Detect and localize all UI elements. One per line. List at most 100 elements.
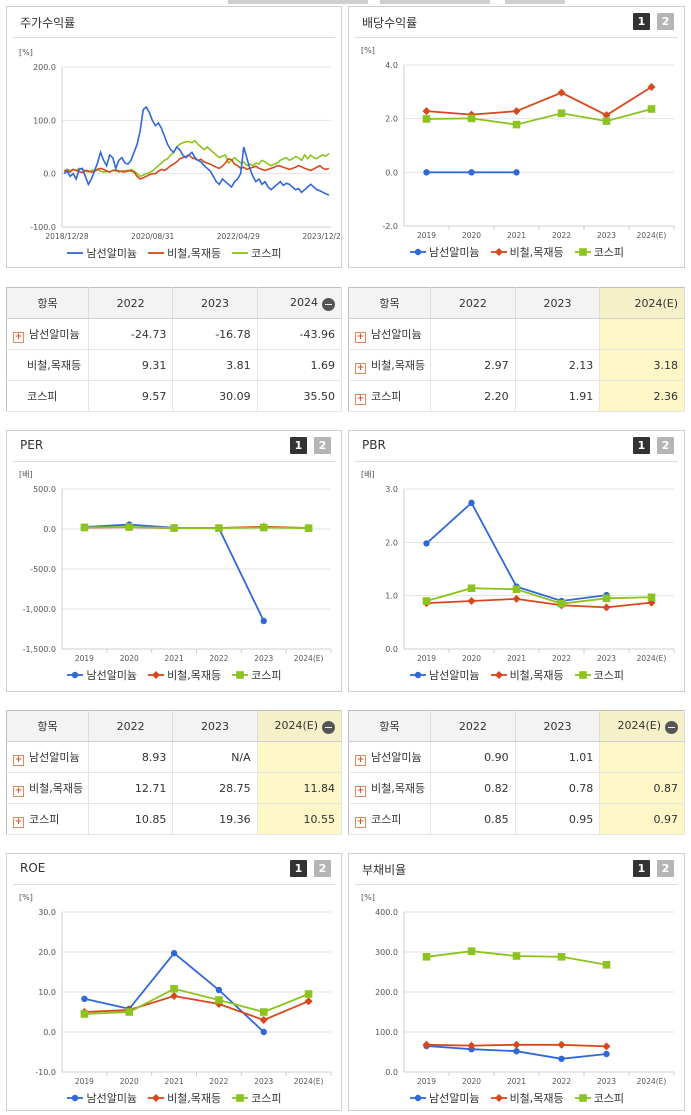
title-divider [355,461,678,462]
view-2-button[interactable]: 2 [657,860,674,877]
expand-icon[interactable]: + [355,362,366,374]
x-tick-label: 2018/12/28 [45,232,88,241]
data-point [414,671,422,679]
data-point [423,540,430,547]
view-1-button[interactable]: 1 [290,860,307,877]
expand-icon[interactable]: + [13,785,24,797]
x-tick-label: 2020 [462,231,481,240]
column-header-label: 2024(E) [617,718,661,732]
legend-item[interactable]: 남선알미늄 [409,667,480,683]
row-label: 코스피 [27,390,58,403]
y-tick-label: 0.0 [385,1068,398,1077]
legend-item[interactable]: 남선알미늄 [409,244,480,260]
legend-item[interactable]: 코스피 [231,245,282,261]
row-label: 남선알미늄 [29,327,80,341]
column-header-label: 2022 [116,296,145,310]
x-tick-label: 2020 [462,654,481,663]
column-header-label: 2023 [200,719,229,733]
legend-item[interactable]: 비철,목재등 [147,245,221,261]
expand-icon[interactable]: + [355,331,366,343]
row-label-cell[interactable]: + 남선알미늄 [348,318,431,350]
y-tick-label: 500.0 [33,485,56,494]
data-point [304,997,313,1006]
y-tick-label: 0.0 [43,1028,56,1037]
legend-item[interactable]: 비철,목재등 [490,1090,564,1106]
table-header-row: 항목 2022 2023 2024(E) − [348,710,685,742]
expand-icon[interactable]: + [355,816,366,828]
unit-label: [배] [19,470,33,479]
view-2-button[interactable]: 2 [314,860,331,877]
expand-icon[interactable]: + [13,754,24,766]
table-row: + 남선알미늄 -24.73 -16.78 -43.96 [6,318,343,350]
legend-marker [574,248,591,256]
view-1-button[interactable]: 1 [633,13,650,30]
data-point [72,1094,79,1102]
row-label-cell[interactable]: + 비철,목재등 [348,349,431,381]
collapse-icon[interactable]: − [322,297,335,311]
data-point [512,120,521,129]
legend-item[interactable]: 남선알미늄 [66,1090,137,1106]
view-2-button[interactable]: 2 [657,13,674,30]
data-point [578,671,587,679]
legend-item[interactable]: 비철,목재등 [490,244,564,260]
row-label: 비철,목재등 [371,358,426,372]
x-tick-label: 2024(E) [294,1077,324,1086]
legend-item[interactable]: 코스피 [574,1090,624,1106]
row-label-cell[interactable]: + 남선알미늄 [6,318,89,350]
view-2-button[interactable]: 2 [314,437,331,454]
legend-item[interactable]: 코스피 [574,667,624,683]
data-point [512,107,521,116]
y-tick-label: 20.0 [38,948,56,957]
row-label-cell[interactable]: + 코스피 [348,380,431,412]
row-label-cell: 코스피 [6,380,89,412]
data-point [602,117,611,125]
legend-item[interactable]: 비철,목재등 [147,667,221,683]
data-point [557,88,566,97]
column-header-label: 항목 [37,297,58,310]
row-label-cell[interactable]: + 코스피 [348,803,431,835]
column-header-label: 2023 [543,719,572,733]
expand-icon[interactable]: + [13,331,24,343]
x-tick-label: 2022 [209,654,228,663]
row-label-cell[interactable]: + 비철,목재등 [6,772,89,804]
row-label: 코스피 [371,389,402,403]
expand-icon[interactable]: + [355,785,366,797]
table-row: + 남선알미늄 0.90 1.01 [348,741,685,773]
row-label-cell[interactable]: + 비철,목재등 [348,772,431,804]
legend-item[interactable]: 코스피 [231,1090,282,1106]
row-label-cell: 비철,목재등 [6,349,89,381]
y-tick-label: 200.0 [375,988,398,997]
legend-item[interactable]: 비철,목재등 [147,1090,221,1106]
legend-item[interactable]: 남선알미늄 [66,667,137,683]
expand-icon[interactable]: + [355,754,366,766]
view-1-button[interactable]: 1 [633,860,650,877]
view-1-button[interactable]: 1 [290,437,307,454]
row-label: 남선알미늄 [371,327,422,341]
legend-item[interactable]: 코스피 [231,667,282,683]
row-label-cell[interactable]: + 코스피 [6,803,89,835]
series-line [84,523,265,622]
view-2-button[interactable]: 2 [657,437,674,454]
stock-return-panel: 주가수익률 [%] 200.0 100.0 0.0 -100.0 2018/12/28 20… [6,6,342,268]
view-1-button[interactable]: 1 [633,437,650,454]
expand-icon[interactable]: + [13,816,24,828]
collapse-icon[interactable]: − [665,720,678,734]
row-label-cell[interactable]: + 남선알미늄 [348,741,431,773]
expand-icon[interactable]: + [355,393,366,405]
y-tick-label: 1.0 [385,592,398,601]
x-tick-label: 2022 [552,654,571,663]
data-point [467,947,476,955]
table-row: + 비철,목재등 2.97 2.13 3.18 [348,349,685,381]
data-point [602,603,611,612]
column-header: 항목 [6,710,89,742]
legend-item[interactable]: 비철,목재등 [490,667,564,683]
legend-item[interactable]: 코스피 [574,244,624,260]
legend-item[interactable]: 남선알미늄 [409,1090,480,1106]
row-label-cell[interactable]: + 남선알미늄 [6,741,89,773]
legend-item[interactable]: 남선알미늄 [66,245,137,261]
table-header-row: 항목 2022 2023 2024(E) [348,287,685,319]
y-tick-label: 30.0 [38,908,56,917]
table-cell: 1.69 [257,349,343,381]
collapse-icon[interactable]: − [322,720,335,734]
column-header: 2023 [172,287,258,319]
